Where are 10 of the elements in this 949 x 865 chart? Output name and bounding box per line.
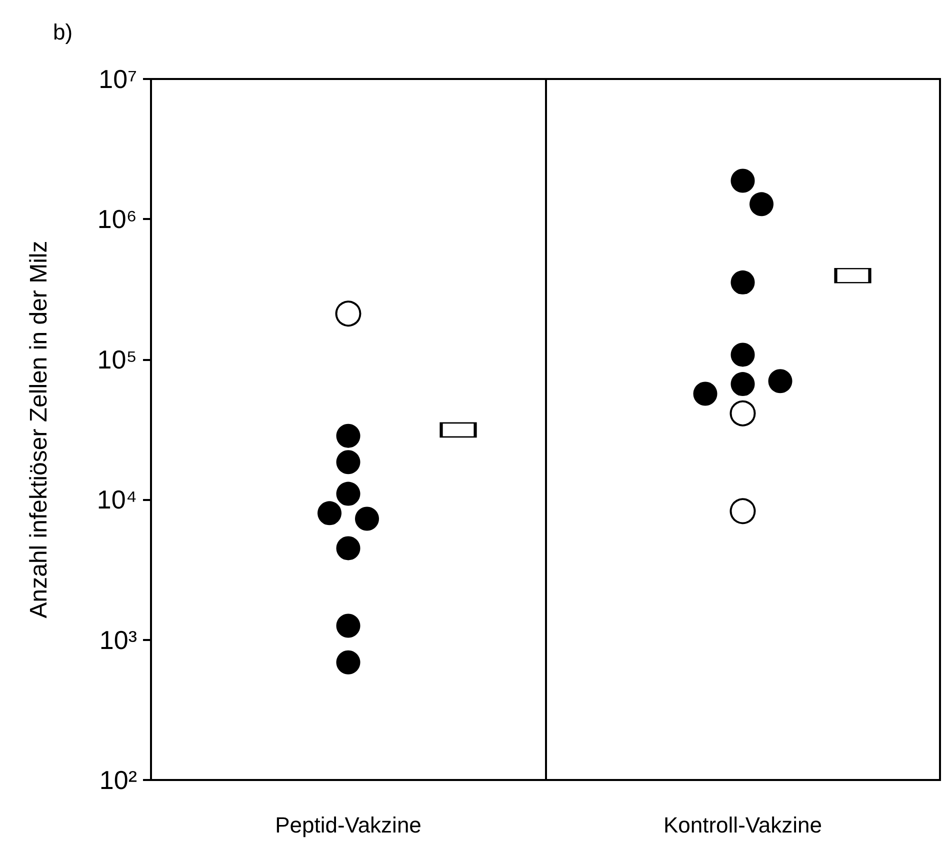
y-tick-label: 10⁶ <box>97 204 137 234</box>
y-tick-label: 10⁵ <box>97 344 137 374</box>
x-tick-label: Peptid-Vakzine <box>275 812 422 838</box>
y-tick-label: 10⁴ <box>96 484 137 515</box>
y-tick-label: 10³ <box>99 624 138 655</box>
y-axis-title: Anzahl infektiöser Zellen in der Milz <box>26 240 52 618</box>
y-tick-label: 10⁷ <box>98 64 137 94</box>
x-tick-label: Kontroll-Vakzine <box>663 812 822 838</box>
chart-title: b) <box>53 20 73 44</box>
y-tick-label: 10² <box>99 765 138 795</box>
